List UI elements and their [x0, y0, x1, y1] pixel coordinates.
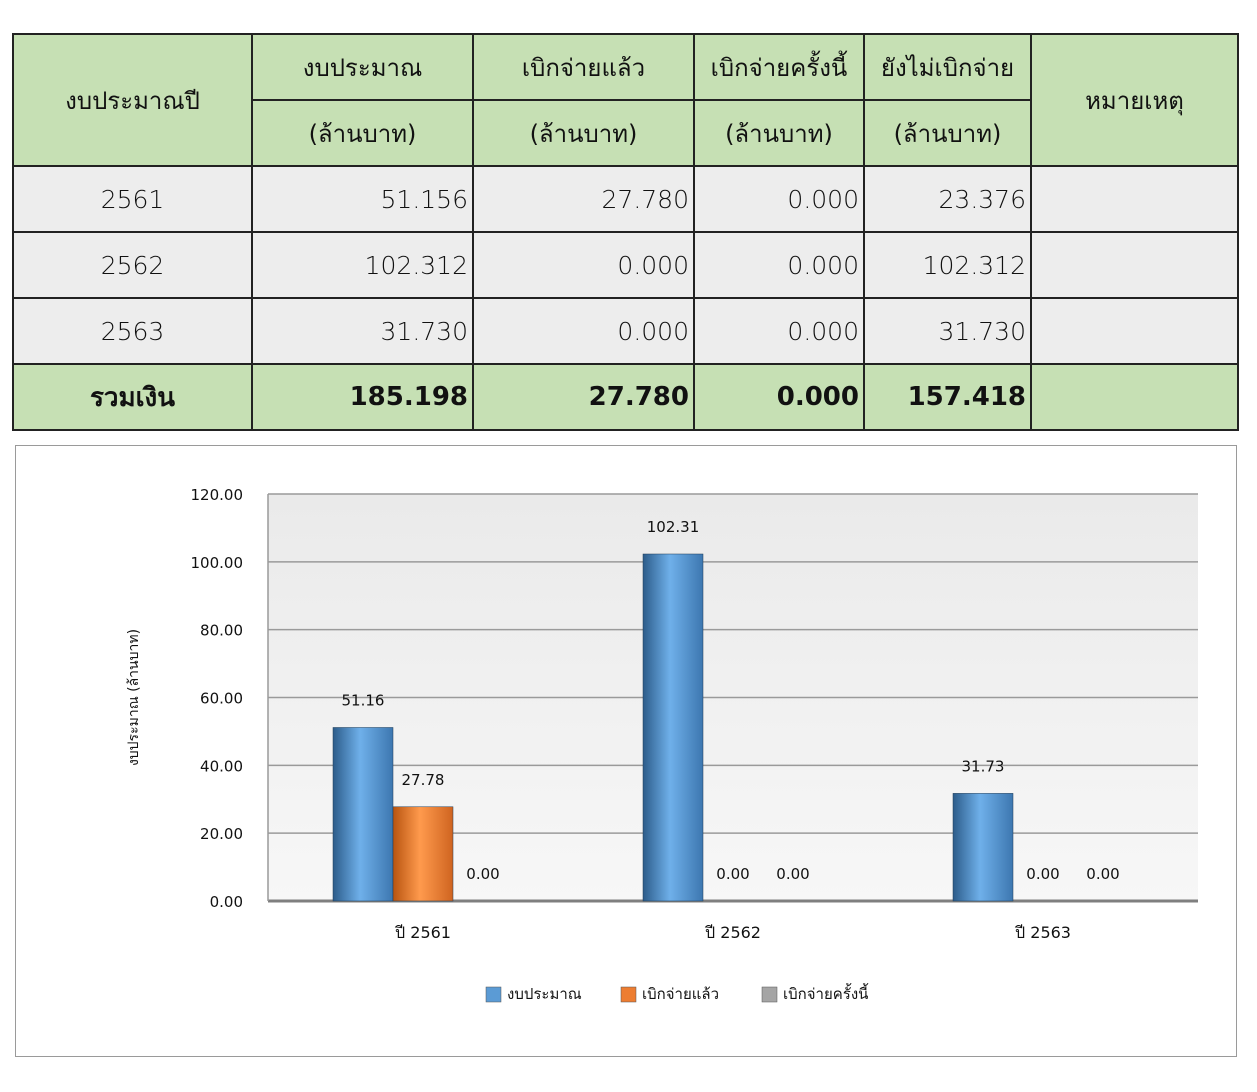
- header-not-disbursed: ยังไม่เบิกจ่าย: [863, 33, 1032, 101]
- y-tick-label: 100.00: [191, 554, 244, 572]
- cell-not-disbursed: 102.312: [863, 231, 1032, 299]
- budget-table: งบประมาณปี งบประมาณ เบิกจ่ายแล้ว เบิกจ่า…: [12, 33, 1239, 431]
- table-row: 2563 31.730 0.000 0.000 31.730: [12, 297, 1239, 365]
- bar: [952, 793, 1014, 902]
- table-header-row: งบประมาณปี งบประมาณ เบิกจ่ายแล้ว เบิกจ่า…: [12, 33, 1239, 167]
- cell-disbursed-now: 0.000: [693, 231, 865, 299]
- data-label: 0.00: [466, 865, 499, 883]
- cell-budget: 31.730: [251, 297, 474, 365]
- y-tick-label: 60.00: [200, 690, 243, 708]
- data-label: 102.31: [647, 518, 700, 536]
- header-unit: (ล้านบาท): [863, 99, 1032, 167]
- legend-label: งบประมาณ: [507, 985, 582, 1003]
- bar: [332, 727, 394, 902]
- legend-swatch: [761, 986, 778, 1003]
- header-budget: งบประมาณ: [251, 33, 474, 101]
- header-unit: (ล้านบาท): [693, 99, 865, 167]
- x-tick-label: ปี 2562: [705, 923, 761, 942]
- data-label: 0.00: [1086, 865, 1119, 883]
- cell-year: 2561: [12, 165, 253, 233]
- header-unit: (ล้านบาท): [472, 99, 695, 167]
- total-label: รวมเงิน: [12, 363, 253, 431]
- header-disbursed-now: เบิกจ่ายครั้งนี้: [693, 33, 865, 101]
- cell-disbursed: 0.000: [472, 231, 695, 299]
- header-year: งบประมาณปี: [12, 33, 253, 167]
- legend-label: เบิกจ่ายครั้งนี้: [783, 983, 869, 1003]
- cell-not-disbursed: 31.730: [863, 297, 1032, 365]
- y-tick-label: 0.00: [210, 893, 243, 911]
- x-tick-label: ปี 2561: [395, 923, 451, 942]
- table-unit-row: (ล้านบาท) (ล้านบาท) (ล้านบาท) (ล้านบาท): [13, 99, 1238, 167]
- chart-canvas: 0.00 20.00 40.00 60.00 80.00 100.00 120.00 งบปร…: [126, 486, 1198, 1003]
- cell-disbursed: 0.000: [472, 297, 695, 365]
- y-tick-label: 80.00: [200, 622, 243, 640]
- table-row: 2562 102.312 0.000 0.000 102.312: [12, 231, 1239, 299]
- bar: [642, 553, 704, 902]
- cell-remark: [1030, 231, 1239, 299]
- data-label: 31.73: [962, 757, 1005, 775]
- legend-label: เบิกจ่ายแล้ว: [642, 985, 719, 1003]
- data-label: 51.16: [342, 691, 385, 709]
- cell-disbursed-now: 0.000: [693, 297, 865, 365]
- cell-year: 2562: [12, 231, 253, 299]
- header-remark: หมายเหตุ: [1030, 33, 1239, 167]
- data-label: 0.00: [776, 865, 809, 883]
- total-disbursed-now: 0.000: [693, 363, 865, 431]
- data-label: 0.00: [716, 865, 749, 883]
- cell-budget: 51.156: [251, 165, 474, 233]
- y-axis-title: งบประมาณ (ล้านบาท): [126, 629, 142, 766]
- cell-disbursed: 27.780: [472, 165, 695, 233]
- data-label: 27.78: [402, 771, 445, 789]
- cell-not-disbursed: 23.376: [863, 165, 1032, 233]
- table-total-row: รวมเงิน 185.198 27.780 0.000 157.418: [12, 363, 1239, 431]
- cell-budget: 102.312: [251, 231, 474, 299]
- bar: [392, 806, 454, 902]
- total-not-disbursed: 157.418: [863, 363, 1032, 431]
- cell-disbursed-now: 0.000: [693, 165, 865, 233]
- y-tick-label: 20.00: [200, 825, 243, 843]
- header-unit: (ล้านบาท): [251, 99, 474, 167]
- cell-remark: [1030, 297, 1239, 365]
- budget-chart: 0.00 20.00 40.00 60.00 80.00 100.00 120.00 งบปร…: [15, 445, 1237, 1057]
- total-remark: [1030, 363, 1239, 431]
- cell-year: 2563: [12, 297, 253, 365]
- total-budget: 185.198: [251, 363, 474, 431]
- y-tick-label: 120.00: [191, 486, 244, 504]
- legend-swatch: [620, 986, 637, 1003]
- x-tick-label: ปี 2563: [1015, 923, 1071, 942]
- total-disbursed: 27.780: [472, 363, 695, 431]
- y-tick-label: 40.00: [200, 757, 243, 775]
- cell-remark: [1030, 165, 1239, 233]
- legend-swatch: [485, 986, 502, 1003]
- table-row: 2561 51.156 27.780 0.000 23.376: [12, 165, 1239, 233]
- header-disbursed: เบิกจ่ายแล้ว: [472, 33, 695, 101]
- data-label: 0.00: [1026, 865, 1059, 883]
